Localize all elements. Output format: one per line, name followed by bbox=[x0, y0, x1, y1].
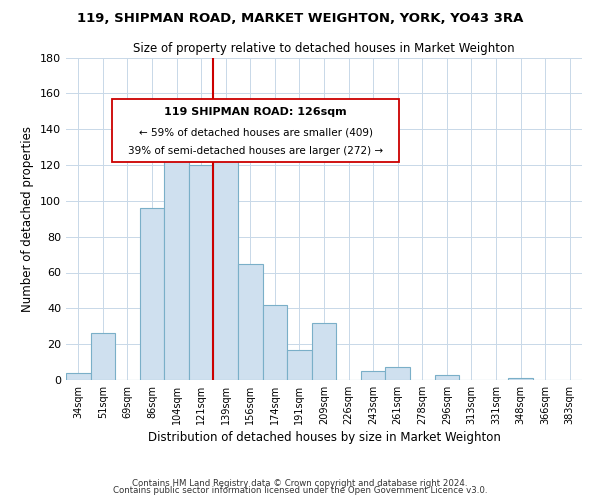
Y-axis label: Number of detached properties: Number of detached properties bbox=[22, 126, 34, 312]
Text: ← 59% of detached houses are smaller (409): ← 59% of detached houses are smaller (40… bbox=[139, 127, 373, 137]
Bar bbox=[238, 264, 263, 380]
Text: Contains public sector information licensed under the Open Government Licence v3: Contains public sector information licen… bbox=[113, 486, 487, 495]
Bar bbox=[434, 374, 459, 380]
Title: Size of property relative to detached houses in Market Weighton: Size of property relative to detached ho… bbox=[133, 42, 515, 55]
Text: Contains HM Land Registry data © Crown copyright and database right 2024.: Contains HM Land Registry data © Crown c… bbox=[132, 478, 468, 488]
X-axis label: Distribution of detached houses by size in Market Weighton: Distribution of detached houses by size … bbox=[148, 431, 500, 444]
Text: 119, SHIPMAN ROAD, MARKET WEIGHTON, YORK, YO43 3RA: 119, SHIPMAN ROAD, MARKET WEIGHTON, YORK… bbox=[77, 12, 523, 26]
Bar bbox=[66, 373, 91, 380]
Bar bbox=[508, 378, 533, 380]
Bar bbox=[91, 334, 115, 380]
Bar bbox=[140, 208, 164, 380]
Bar bbox=[385, 368, 410, 380]
Text: 119 SHIPMAN ROAD: 126sqm: 119 SHIPMAN ROAD: 126sqm bbox=[164, 107, 347, 117]
Text: 39% of semi-detached houses are larger (272) →: 39% of semi-detached houses are larger (… bbox=[128, 146, 383, 156]
Bar bbox=[312, 322, 336, 380]
FancyBboxPatch shape bbox=[112, 100, 399, 162]
Bar bbox=[287, 350, 312, 380]
Bar bbox=[263, 304, 287, 380]
Bar bbox=[361, 371, 385, 380]
Bar bbox=[214, 110, 238, 380]
Bar bbox=[164, 150, 189, 380]
Bar bbox=[189, 165, 214, 380]
